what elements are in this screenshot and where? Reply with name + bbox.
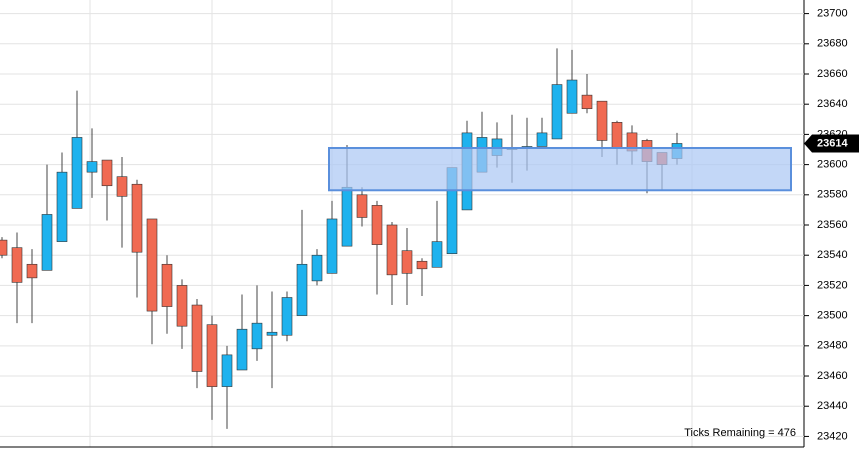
candle-body	[326, 218, 338, 274]
candle-body	[236, 328, 248, 371]
candle-body	[191, 304, 203, 372]
candle-body	[101, 159, 113, 187]
candle-body	[71, 137, 83, 209]
candle-body	[611, 122, 623, 149]
candle-body	[401, 250, 413, 274]
candle-body	[116, 176, 128, 197]
candle-body	[11, 247, 23, 283]
y-tick-label: 23580	[817, 189, 848, 201]
candle-body	[311, 254, 323, 282]
y-tick-label: 23460	[817, 370, 848, 382]
candle-body	[146, 218, 158, 312]
candle-body	[86, 161, 98, 173]
y-tick-label: 23500	[817, 310, 848, 322]
candle-body	[536, 132, 548, 147]
y-tick-label: 23480	[817, 340, 848, 352]
candle-body	[41, 214, 53, 271]
candle-body	[356, 194, 368, 218]
candle-body	[371, 205, 383, 245]
last-price-label: 23614	[817, 137, 848, 149]
candle-body	[206, 324, 218, 387]
candle-body	[416, 260, 428, 270]
y-tick-label: 23420	[817, 430, 848, 442]
y-tick-label: 23520	[817, 279, 848, 291]
y-tick-label: 23540	[817, 249, 848, 261]
candle-body	[56, 171, 68, 242]
price-zone	[328, 146, 792, 192]
candle-body	[386, 224, 398, 276]
candle-body	[266, 331, 278, 336]
y-tick-label: 23600	[817, 159, 848, 171]
candle-body	[281, 297, 293, 336]
candle-body	[581, 94, 593, 110]
candle-body	[341, 186, 353, 247]
candle-body	[176, 285, 188, 327]
ticks-remaining: Ticks Remaining = 476	[684, 427, 796, 439]
candle-body	[596, 100, 608, 141]
last-price-marker	[804, 134, 859, 153]
candle-body	[131, 183, 143, 253]
y-tick-label: 23560	[817, 219, 848, 231]
candle-body	[0, 239, 8, 256]
candle-body	[161, 263, 173, 307]
candle-body	[431, 241, 443, 268]
candle-body	[221, 354, 233, 387]
y-tick-label: 23680	[817, 38, 848, 50]
y-tick-label: 23700	[817, 7, 848, 19]
y-tick-label: 23440	[817, 400, 848, 412]
candle-body	[566, 79, 578, 114]
candle-body	[26, 263, 38, 279]
candle-body	[251, 322, 263, 350]
candle-body	[296, 263, 308, 316]
candle-body	[551, 84, 563, 140]
y-tick-label: 23640	[817, 98, 848, 110]
y-tick-label: 23660	[817, 68, 848, 80]
